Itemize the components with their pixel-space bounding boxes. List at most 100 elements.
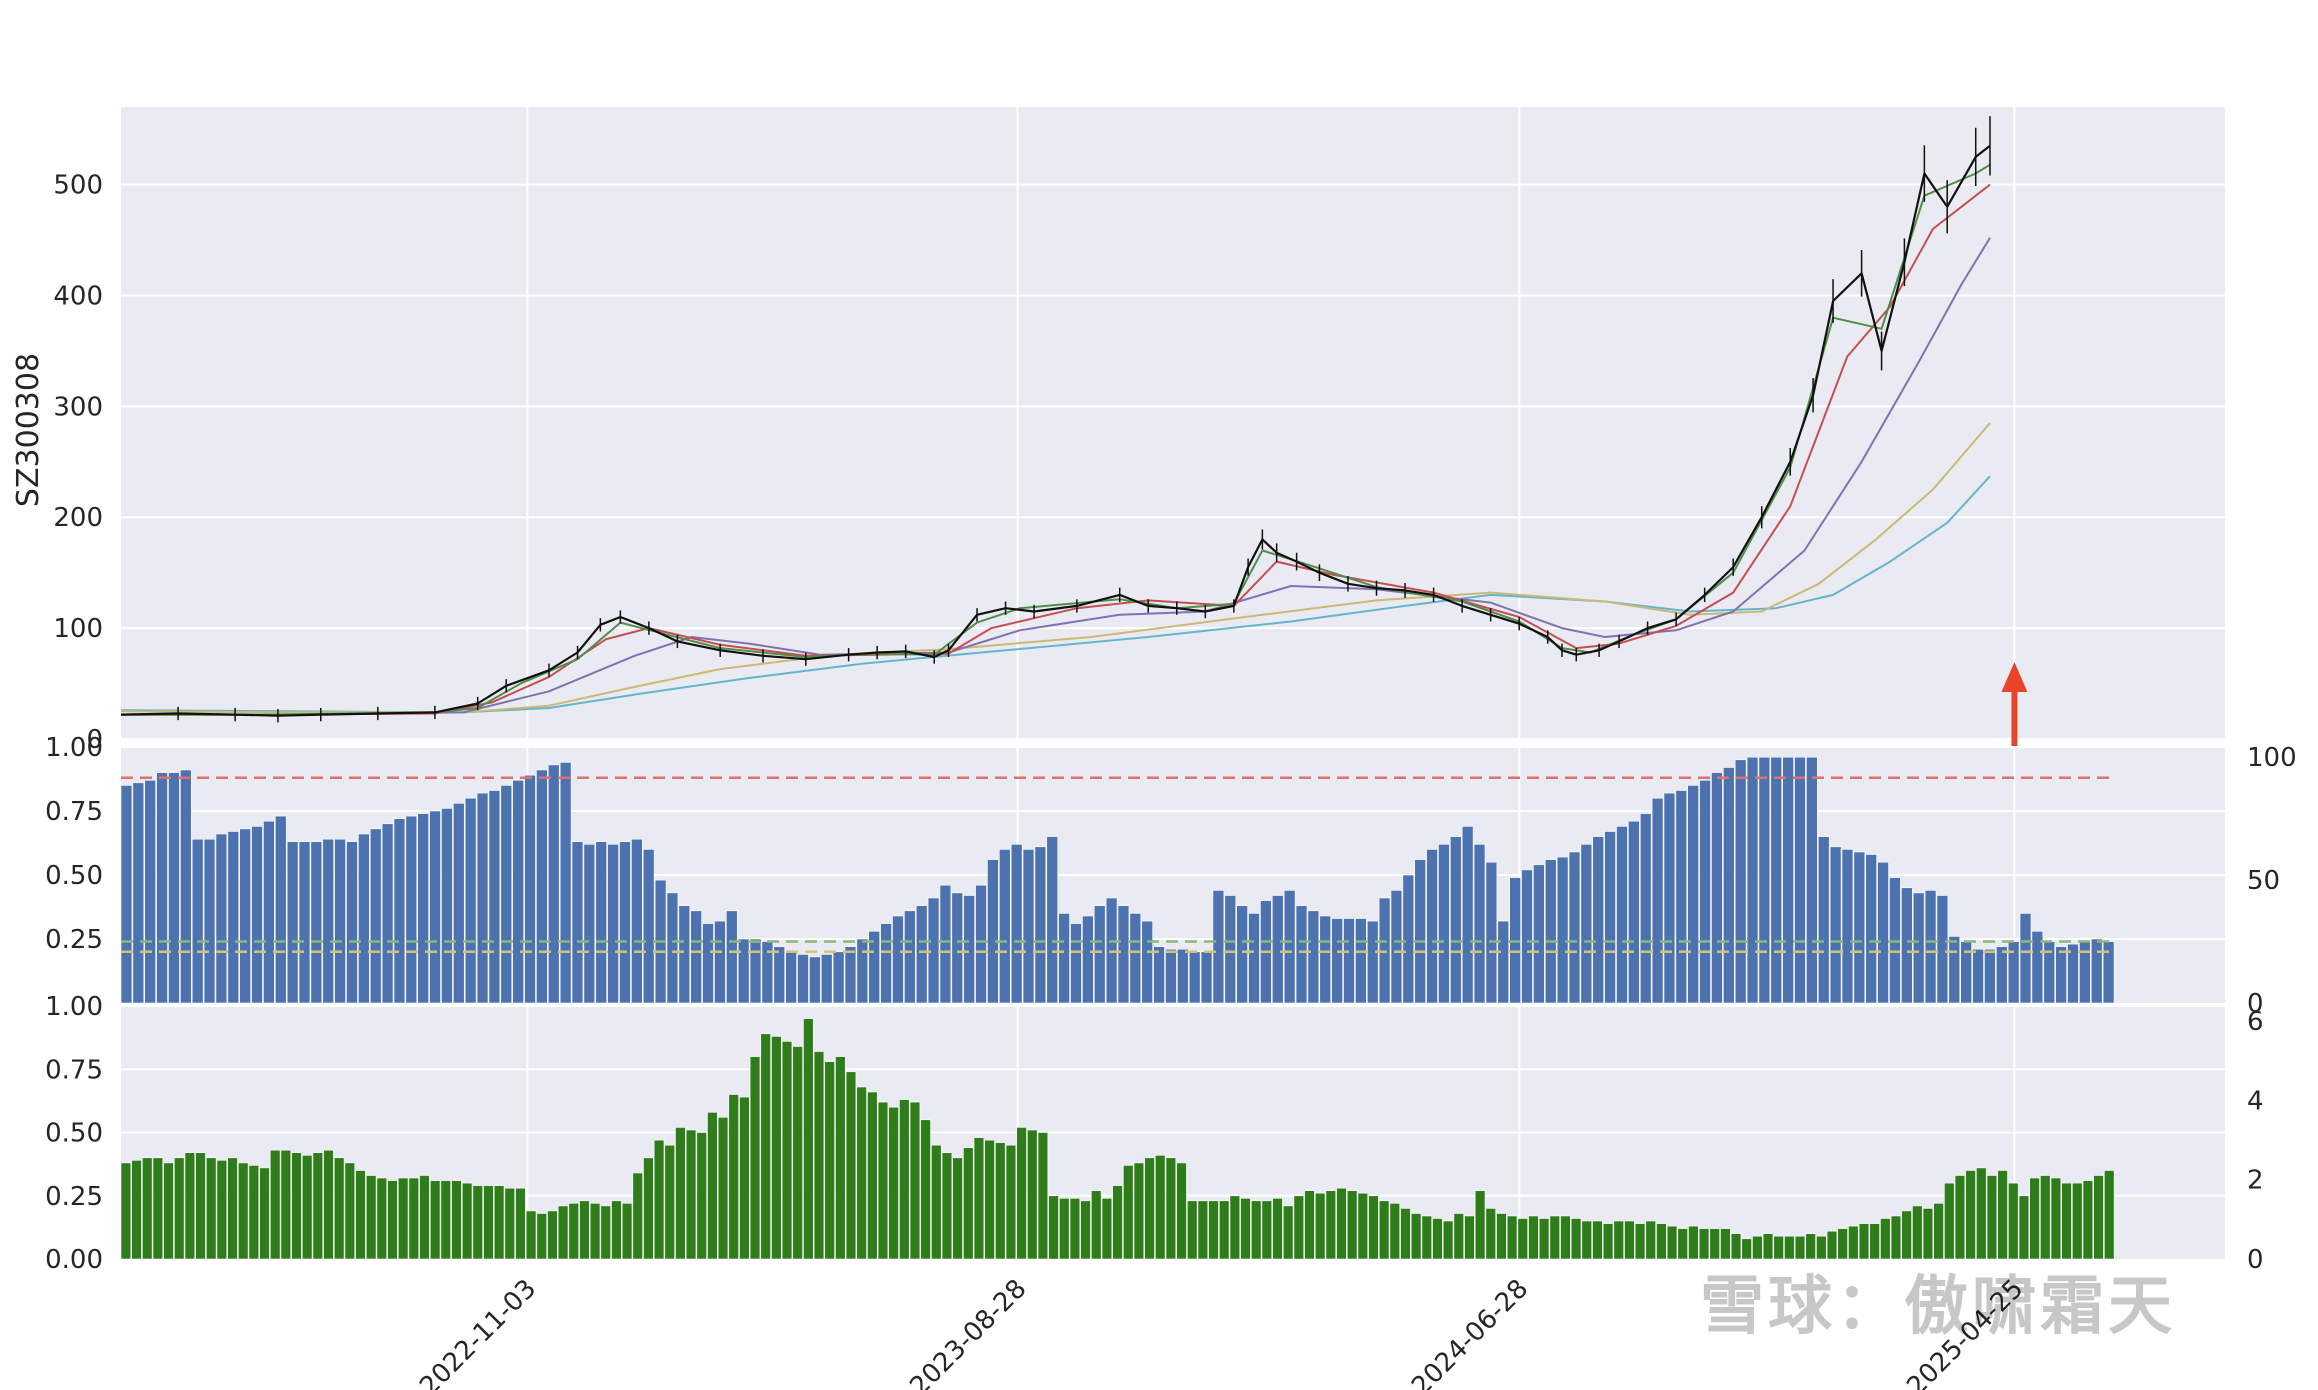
bar bbox=[355, 1170, 366, 1260]
bar bbox=[675, 1127, 686, 1260]
bar bbox=[771, 1036, 782, 1260]
price-yticks: 0 100 200 300 400 500 bbox=[53, 171, 103, 755]
bar bbox=[739, 1096, 750, 1260]
bar bbox=[1848, 1225, 1859, 1260]
bar bbox=[1314, 1192, 1326, 1260]
bar bbox=[1389, 1203, 1401, 1260]
bar bbox=[749, 938, 762, 1004]
bar bbox=[1005, 1144, 1017, 1260]
bar bbox=[931, 1144, 942, 1260]
bar bbox=[611, 1200, 622, 1260]
bar bbox=[429, 1180, 441, 1260]
bar bbox=[227, 831, 240, 1004]
moving-average-ma_purple bbox=[121, 237, 1991, 716]
bar bbox=[1293, 1195, 1305, 1260]
bar bbox=[1746, 756, 1759, 1004]
bar bbox=[1794, 756, 1806, 1004]
bar bbox=[1580, 843, 1593, 1004]
bar bbox=[1880, 1218, 1891, 1260]
bar bbox=[393, 818, 406, 1004]
bar bbox=[168, 772, 180, 1004]
bar bbox=[856, 1086, 867, 1260]
bar bbox=[785, 951, 797, 1004]
bar bbox=[1496, 1213, 1507, 1260]
bar bbox=[1549, 1215, 1560, 1260]
price-panel: 0 100 200 300 400 500 SZ300308 bbox=[11, 107, 2225, 755]
y-tick-right-label: 2 bbox=[2247, 1166, 2264, 1196]
watermark: 雪球：傲啸霜天 bbox=[1700, 1270, 2176, 1344]
bar bbox=[1954, 1175, 1966, 1260]
bar bbox=[280, 1149, 292, 1260]
bar bbox=[1295, 905, 1308, 1004]
bar bbox=[1976, 1167, 1987, 1260]
bar bbox=[1858, 1223, 1870, 1260]
bar bbox=[728, 1094, 739, 1260]
bar bbox=[156, 772, 168, 1004]
bar bbox=[1730, 1233, 1742, 1260]
bar bbox=[1022, 849, 1035, 1004]
bar bbox=[1093, 905, 1106, 1004]
bar bbox=[1806, 756, 1818, 1004]
bar bbox=[809, 956, 821, 1004]
bar bbox=[797, 954, 809, 1004]
bar bbox=[120, 1162, 132, 1260]
bar bbox=[749, 1056, 761, 1260]
bar bbox=[1240, 1198, 1251, 1260]
bar bbox=[880, 923, 892, 1004]
bar bbox=[1325, 1190, 1337, 1260]
bar bbox=[888, 1106, 899, 1260]
y-tick-label: 0 bbox=[86, 725, 103, 755]
bar bbox=[845, 1071, 857, 1260]
bar bbox=[963, 1147, 974, 1260]
bar bbox=[1027, 1129, 1038, 1260]
bar bbox=[1034, 846, 1047, 1004]
bar bbox=[877, 1101, 889, 1260]
bar bbox=[1521, 869, 1533, 1004]
bar bbox=[1048, 1195, 1059, 1260]
bar bbox=[1070, 923, 1082, 1004]
bar bbox=[251, 826, 263, 1004]
bar bbox=[1841, 849, 1854, 1004]
y-tick-label: 400 bbox=[53, 281, 103, 311]
bar bbox=[216, 1160, 228, 1260]
bar bbox=[1343, 918, 1355, 1004]
bar bbox=[685, 1129, 697, 1260]
bar bbox=[1336, 1187, 1347, 1260]
bar bbox=[835, 1056, 846, 1260]
bar bbox=[1639, 813, 1652, 1004]
bar bbox=[589, 1203, 601, 1260]
price-panel-bg bbox=[121, 107, 2225, 739]
bar bbox=[239, 828, 251, 1004]
bar bbox=[286, 841, 299, 1004]
bar bbox=[1165, 1157, 1177, 1260]
arrow-head bbox=[2001, 662, 2028, 692]
bar bbox=[2050, 1177, 2062, 1260]
bar bbox=[1010, 843, 1023, 1004]
bar bbox=[737, 938, 750, 1004]
bar bbox=[2055, 946, 2067, 1004]
bar bbox=[1461, 826, 1474, 1004]
bar bbox=[915, 905, 928, 1004]
bar bbox=[1307, 910, 1320, 1004]
bar bbox=[263, 820, 275, 1004]
bar bbox=[909, 1101, 921, 1260]
bar bbox=[1699, 779, 1711, 1004]
bar bbox=[1901, 1210, 1912, 1260]
bar bbox=[1592, 1220, 1603, 1260]
bar bbox=[995, 1142, 1006, 1260]
bar bbox=[2072, 1182, 2083, 1260]
bar bbox=[824, 1061, 835, 1260]
bar bbox=[461, 1182, 473, 1260]
bar bbox=[1236, 905, 1248, 1004]
bar bbox=[642, 849, 655, 1004]
bar bbox=[1877, 861, 1889, 1004]
bar bbox=[1133, 1162, 1145, 1260]
y-tick-left-label: 0.50 bbox=[45, 861, 103, 891]
bar bbox=[1826, 1230, 1838, 1260]
bar bbox=[358, 833, 370, 1004]
bar bbox=[643, 1157, 654, 1260]
bar bbox=[1400, 1208, 1411, 1260]
blue-bar-panel: 0.25 0.50 0.75 1.00 0 50 100 bbox=[45, 733, 2297, 1019]
bar bbox=[664, 1144, 675, 1260]
bar bbox=[899, 1099, 910, 1260]
